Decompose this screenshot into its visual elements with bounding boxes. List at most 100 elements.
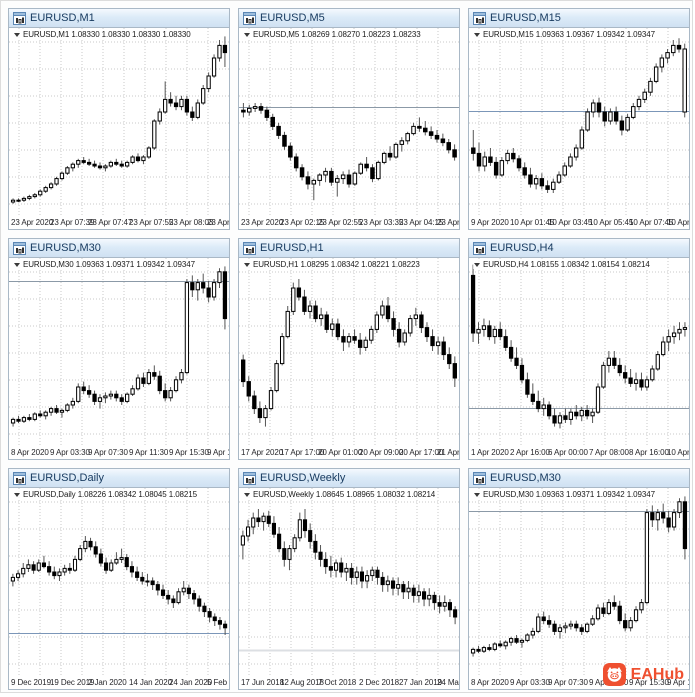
chart-window-icon: [473, 11, 486, 25]
chart-window-m15-2: EURUSD,M15 EURUSD,M15 1.09363 1.09367 1.…: [468, 8, 690, 230]
ohlc-dropdown-arrow-icon[interactable]: [474, 262, 480, 267]
time-axis-label: 8 Apr 16:00: [629, 448, 669, 457]
time-axis-label: 23 Apr 04:15: [399, 218, 444, 227]
time-axis-label: 9 Apr 2020: [471, 218, 509, 227]
time-axis-label: 23 Apr 07:39: [50, 218, 95, 227]
time-axis: 17 Jun 2018 12 Aug 2018 7 Oct 2018 2 Dec 20…: [239, 676, 459, 689]
window-title: EURUSD,Weekly: [260, 472, 346, 484]
time-axis-label: 7 Apr 08:00: [589, 448, 629, 457]
time-axis-label: 10 Apr 0: [667, 218, 689, 227]
candlestick-plot[interactable]: [239, 488, 459, 676]
time-axis-label: 20 Apr 09:00: [359, 448, 404, 457]
chart-window-icon: [473, 241, 486, 255]
window-titlebar[interactable]: EURUSD,Daily: [9, 469, 229, 488]
time-axis: 9 Apr 2020 10 Apr 01:45 10 Apr 03:45 10 Apr…: [469, 216, 689, 229]
time-axis: 23 Apr 2020 23 Apr 02:15 23 Apr 02:55 23 Ap…: [239, 216, 459, 229]
chart-area: EURUSD,H1 1.08295 1.08342 1.08221 1.0822…: [239, 258, 459, 459]
time-axis-label: 10 Apr 01:45: [510, 218, 555, 227]
time-axis-label: 1 Apr 2020: [471, 448, 509, 457]
ohlc-info-line: EURUSD,M1 1.08330 1.08330 1.08330 1.0833…: [13, 30, 192, 39]
chart-window-m1-0: EURUSD,M1 EURUSD,M1 1.08330 1.08330 1.08…: [8, 8, 230, 230]
ohlc-info-line: EURUSD,M30 1.09363 1.09371 1.09342 1.093…: [473, 490, 656, 499]
chart-area: EURUSD,Weekly 1.08645 1.08965 1.08032 1.…: [239, 488, 459, 689]
candlestick-plot[interactable]: [469, 258, 689, 446]
ohlc-dropdown-arrow-icon[interactable]: [474, 32, 480, 37]
time-axis-label: 23 Apr 07:55: [129, 218, 174, 227]
window-titlebar[interactable]: EURUSD,H1: [239, 239, 459, 258]
window-title: EURUSD,M15: [490, 12, 561, 24]
candlestick-plot[interactable]: [239, 28, 459, 216]
time-axis-label: 9 Apr 03:30: [510, 678, 550, 687]
time-axis-label: 23 Apr 02:15: [280, 218, 325, 227]
chart-window-weekly-7: EURUSD,Weekly EURUSD,Weekly 1.08645 1.08…: [238, 468, 460, 690]
chart-window-icon: [243, 11, 256, 25]
time-axis-label: 17 Jun 2018: [241, 678, 284, 687]
chart-area: EURUSD,M1 1.08330 1.08330 1.08330 1.0833…: [9, 28, 229, 229]
ohlc-dropdown-arrow-icon[interactable]: [244, 262, 250, 267]
ohlc-info-line: EURUSD,H4 1.08155 1.08342 1.08154 1.0821…: [473, 260, 651, 269]
time-axis-label: 23 Apr 2020: [241, 218, 284, 227]
time-axis-label: 9 Apr 15:30: [629, 678, 669, 687]
time-axis-label: 2 Jan 2020: [88, 678, 127, 687]
candlestick-plot[interactable]: [239, 258, 459, 446]
window-titlebar[interactable]: EURUSD,M30: [469, 469, 689, 488]
window-titlebar[interactable]: EURUSD,M30: [9, 239, 229, 258]
pig-logo-icon: [602, 663, 626, 686]
time-axis-label: 6 Apr 00:00: [548, 448, 588, 457]
window-titlebar[interactable]: EURUSD,M15: [469, 9, 689, 28]
time-axis-label: 9 Apr 03:30: [50, 448, 90, 457]
chart-window-icon: [473, 471, 486, 485]
chart-window-icon: [243, 471, 256, 485]
time-axis-label: 9 Apr 19: [207, 448, 229, 457]
chart-window-daily-6: EURUSD,Daily EURUSD,Daily 1.08226 1.0834…: [8, 468, 230, 690]
candlestick-plot[interactable]: [9, 258, 229, 446]
time-axis-label: 10 Apr 0: [667, 448, 689, 457]
ohlc-dropdown-arrow-icon[interactable]: [474, 492, 480, 497]
candlestick-plot[interactable]: [9, 28, 229, 216]
time-axis-label: 2 Apr 16:00: [510, 448, 550, 457]
window-titlebar[interactable]: EURUSD,M1: [9, 9, 229, 28]
window-titlebar[interactable]: EURUSD,M5: [239, 9, 459, 28]
time-axis-label: 7 Oct 2018: [318, 678, 357, 687]
ohlc-dropdown-arrow-icon[interactable]: [244, 32, 250, 37]
candlestick-plot[interactable]: [9, 488, 229, 676]
chart-window-icon: [13, 11, 26, 25]
time-axis-label: 27 Jan 2019: [399, 678, 442, 687]
chart-window-m30-3: EURUSD,M30 EURUSD,M30 1.09363 1.09371 1.…: [8, 238, 230, 460]
time-axis-label: 23 Apr 07:47: [88, 218, 133, 227]
ohlc-info-text: EURUSD,M30 1.09363 1.09371 1.09342 1.093…: [23, 260, 195, 269]
time-axis-label: 23 Apr 08:03: [169, 218, 214, 227]
time-axis-label: 10 Apr 05:45: [589, 218, 634, 227]
ohlc-dropdown-arrow-icon[interactable]: [14, 492, 20, 497]
time-axis-label: 9 Dec 2019: [11, 678, 51, 687]
chart-area: EURUSD,M15 1.09363 1.09367 1.09342 1.093…: [469, 28, 689, 229]
time-axis-label: 21 Apr: [437, 448, 459, 457]
time-axis-label: 23 Apr 02:55: [318, 218, 363, 227]
ohlc-info-line: EURUSD,M5 1.08269 1.08270 1.08223 1.0823…: [243, 30, 422, 39]
window-title: EURUSD,M1: [30, 12, 95, 24]
time-axis-label: 14 Jan 2020: [129, 678, 172, 687]
time-axis-label: 17 Apr 17:00: [280, 448, 325, 457]
ohlc-info-line: EURUSD,M30 1.09363 1.09371 1.09342 1.093…: [13, 260, 196, 269]
window-titlebar[interactable]: EURUSD,Weekly: [239, 469, 459, 488]
window-titlebar[interactable]: EURUSD,H4: [469, 239, 689, 258]
ohlc-info-text: EURUSD,H4 1.08155 1.08342 1.08154 1.0821…: [483, 260, 650, 269]
candlestick-plot[interactable]: [469, 28, 689, 216]
ohlc-dropdown-arrow-icon[interactable]: [14, 262, 20, 267]
window-title: EURUSD,M30: [30, 242, 101, 254]
ohlc-info-text: EURUSD,M30 1.09363 1.09371 1.09342 1.093…: [483, 490, 655, 499]
chart-window-m30-8: EURUSD,M30 EURUSD,M30 1.09363 1.09371 1.…: [468, 468, 690, 690]
ohlc-info-line: EURUSD,Weekly 1.08645 1.08965 1.08032 1.…: [243, 490, 437, 499]
time-axis-label: 8 Apr 2020: [11, 448, 49, 457]
window-title: EURUSD,M5: [260, 12, 325, 24]
ohlc-dropdown-arrow-icon[interactable]: [14, 32, 20, 37]
time-axis-label: 20 Apr 17:00: [399, 448, 444, 457]
candlestick-plot[interactable]: [469, 488, 689, 676]
ohlc-dropdown-arrow-icon[interactable]: [244, 492, 250, 497]
time-axis-label: 12 Aug 2018: [280, 678, 324, 687]
window-title: EURUSD,H4: [490, 242, 554, 254]
time-axis-label: 2 Dec 2018: [359, 678, 399, 687]
ohlc-info-text: EURUSD,M15 1.09363 1.09367 1.09342 1.093…: [483, 30, 655, 39]
ohlc-info-text: EURUSD,M1 1.08330 1.08330 1.08330 1.0833…: [23, 30, 191, 39]
